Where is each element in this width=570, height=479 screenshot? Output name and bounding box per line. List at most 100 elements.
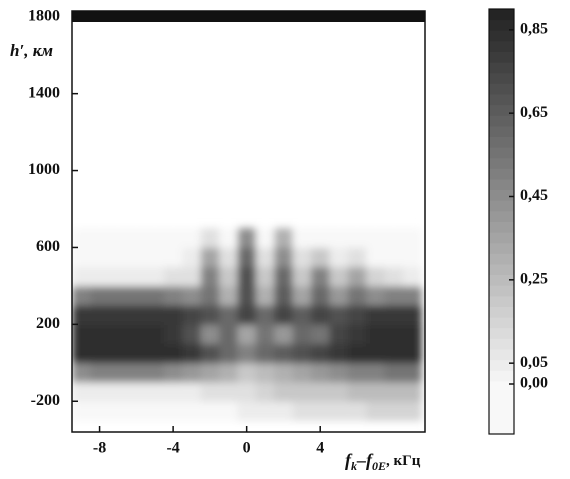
heat-cell xyxy=(90,266,110,287)
heat-cell xyxy=(182,228,202,248)
heat-cell xyxy=(145,285,165,306)
heat-cell xyxy=(182,305,202,325)
heat-cell xyxy=(329,343,349,364)
heat-cell xyxy=(219,228,238,248)
heat-cell xyxy=(145,247,165,268)
heat-cell xyxy=(163,285,183,306)
colorbar-step xyxy=(489,423,514,435)
heat-cell xyxy=(292,362,312,383)
heat-cell xyxy=(311,266,330,287)
heat-cell xyxy=(384,382,404,402)
heat-cell xyxy=(237,247,257,268)
colorbar-step xyxy=(489,391,514,403)
heat-cell xyxy=(72,343,91,364)
heat-cell xyxy=(237,266,257,287)
heat-cell xyxy=(329,382,349,402)
heat-cell xyxy=(72,382,91,402)
heat-cell xyxy=(366,247,386,268)
heat-cell xyxy=(219,343,238,364)
heat-cell xyxy=(292,305,312,325)
heat-cell xyxy=(163,228,183,248)
heat-cell xyxy=(219,382,238,402)
x-label-part: , кГц xyxy=(386,453,421,469)
heat-cell xyxy=(274,247,294,268)
colorbar-step xyxy=(489,104,514,116)
heat-cell xyxy=(219,266,238,287)
heat-cell xyxy=(311,382,330,402)
heat-cell xyxy=(163,343,183,364)
colorbar-tick-label: 0,25 xyxy=(520,271,548,288)
y-tick-label: 1000 xyxy=(28,161,60,178)
heat-cell xyxy=(402,285,422,306)
heat-cell xyxy=(402,305,422,325)
heat-cell xyxy=(347,324,367,345)
colorbar-step xyxy=(489,94,514,106)
heat-cell xyxy=(127,362,147,383)
heat-cell xyxy=(219,247,238,268)
heat-cell xyxy=(127,305,147,325)
heat-cell xyxy=(200,401,220,421)
heat-cell xyxy=(274,305,294,325)
heat-cell xyxy=(402,382,422,402)
heat-cell xyxy=(255,285,275,306)
heat-cell xyxy=(366,324,386,345)
heat-cell xyxy=(311,247,330,268)
heat-cell xyxy=(200,362,220,383)
heat-cell xyxy=(274,285,294,306)
heat-cell xyxy=(200,285,220,306)
heat-cell xyxy=(329,285,349,306)
heat-cell xyxy=(329,247,349,268)
heat-cell xyxy=(90,305,110,325)
colorbar-step xyxy=(489,179,514,191)
heat-cell xyxy=(329,266,349,287)
colorbar-step xyxy=(489,264,514,276)
colorbar-step xyxy=(489,62,514,74)
heat-cell xyxy=(182,324,202,345)
colorbar-step xyxy=(489,125,514,137)
heat-cell xyxy=(237,382,257,402)
heat-cell xyxy=(274,382,294,402)
heat-cell xyxy=(255,401,275,421)
heat-cell xyxy=(384,266,404,287)
heat-cell xyxy=(200,324,220,345)
colorbar-step xyxy=(489,232,514,244)
heat-cell xyxy=(347,247,367,268)
heat-cell xyxy=(182,285,202,306)
colorbar-step xyxy=(489,83,514,95)
y-tick-label: 200 xyxy=(36,315,60,332)
heat-cell xyxy=(108,401,128,421)
x-tick-label: 4 xyxy=(316,440,324,457)
colorbar-step xyxy=(489,221,514,233)
heat-cell xyxy=(366,266,386,287)
heat-cell xyxy=(182,382,202,402)
colorbar-tick-label: 0,45 xyxy=(520,187,548,204)
heat-cell xyxy=(329,401,349,421)
heat-cell xyxy=(366,343,386,364)
heat-cell xyxy=(163,247,183,268)
heat-cell xyxy=(384,324,404,345)
y-tick-label: 1800 xyxy=(28,7,60,24)
heat-cell xyxy=(384,401,404,421)
heat-cell xyxy=(127,228,147,248)
heat-cell xyxy=(255,228,275,248)
heat-cell xyxy=(108,305,128,325)
heat-cell xyxy=(108,324,128,345)
heat-cell xyxy=(182,266,202,287)
colorbar-step xyxy=(489,327,514,339)
heat-cell xyxy=(200,247,220,268)
heat-cell xyxy=(108,343,128,364)
heat-cell xyxy=(292,343,312,364)
heat-cell xyxy=(127,285,147,306)
heat-cell xyxy=(366,382,386,402)
heat-cell xyxy=(402,343,422,364)
heat-cell xyxy=(145,324,165,345)
heatmap xyxy=(72,228,422,421)
colorbar-step xyxy=(489,242,514,254)
heat-cell xyxy=(274,401,294,421)
colorbar-tick-label: 0,85 xyxy=(520,21,548,38)
heat-cell xyxy=(255,266,275,287)
x-label-part: k xyxy=(351,459,357,473)
heat-cell xyxy=(90,343,110,364)
heat-cell xyxy=(219,285,238,306)
